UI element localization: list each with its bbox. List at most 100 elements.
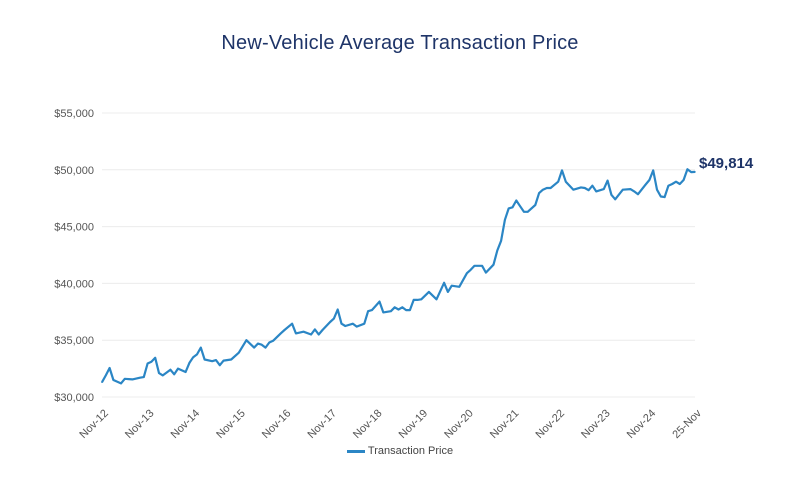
data-point <box>177 367 179 370</box>
data-point <box>678 183 681 185</box>
x-tick-label: Nov-13 <box>123 407 157 441</box>
data-point <box>633 190 635 193</box>
legend: Transaction Price <box>0 445 800 457</box>
data-point <box>268 341 271 344</box>
data-point <box>690 171 692 173</box>
data-point <box>671 183 673 185</box>
data-point <box>215 359 217 361</box>
data-point <box>519 205 521 207</box>
data-point <box>667 184 670 187</box>
data-point <box>124 378 126 380</box>
data-point <box>143 376 145 378</box>
data-point <box>652 169 654 172</box>
data-point <box>545 187 548 189</box>
data-point <box>283 329 286 331</box>
data-point <box>572 188 575 191</box>
data-point <box>405 309 407 311</box>
x-tick-label: Nov-19 <box>397 407 431 441</box>
x-tick-label: Nov-15 <box>214 407 248 441</box>
data-point <box>458 286 461 288</box>
data-point <box>656 188 658 191</box>
data-point <box>131 378 134 381</box>
data-point <box>219 364 221 366</box>
data-point <box>538 192 540 194</box>
data-point <box>203 358 206 361</box>
data-point <box>549 187 552 189</box>
y-tick-label: $45,000 <box>54 222 94 234</box>
data-point <box>587 189 590 192</box>
data-point <box>610 193 613 196</box>
data-point <box>614 198 616 201</box>
x-tick-label: Nov-24 <box>625 407 659 441</box>
data-point <box>162 374 164 377</box>
data-point <box>644 183 647 186</box>
data-point <box>139 376 141 379</box>
data-point <box>557 180 559 183</box>
data-point <box>675 180 677 183</box>
data-point <box>245 339 248 342</box>
data-point <box>648 179 651 181</box>
data-point <box>340 322 343 325</box>
y-tick-label: $55,000 <box>54 108 94 120</box>
data-point <box>401 306 404 309</box>
data-point <box>238 351 240 354</box>
data-point <box>412 299 415 301</box>
data-point <box>420 298 423 301</box>
data-point <box>329 321 331 323</box>
x-tick-label: 25-Nov <box>670 407 704 441</box>
data-point <box>542 188 544 191</box>
data-point <box>686 168 689 171</box>
data-point <box>352 322 354 325</box>
data-point <box>561 169 563 172</box>
data-point <box>196 353 198 356</box>
series-line-transaction-price <box>101 168 696 385</box>
data-point <box>473 264 476 267</box>
data-point <box>492 263 495 266</box>
data-point <box>184 371 187 373</box>
data-point <box>606 179 609 182</box>
data-point <box>564 180 567 183</box>
x-tick-label: Nov-20 <box>442 407 476 441</box>
data-point <box>663 196 666 198</box>
data-point <box>390 310 392 313</box>
data-point <box>500 240 502 242</box>
x-tick-label: Nov-18 <box>351 407 385 441</box>
data-point <box>257 342 259 345</box>
data-point <box>382 311 385 314</box>
data-point <box>260 343 263 346</box>
data-point <box>602 188 605 190</box>
data-point <box>504 218 506 221</box>
data-point <box>264 346 267 349</box>
data-point <box>120 382 122 385</box>
data-point <box>580 186 582 189</box>
data-point <box>173 373 176 376</box>
legend-swatch <box>346 449 365 453</box>
data-point <box>108 367 111 369</box>
data-point <box>150 360 153 363</box>
data-point <box>583 187 586 189</box>
data-point <box>158 372 160 374</box>
data-point <box>659 195 662 198</box>
data-point <box>211 360 214 363</box>
data-point <box>515 199 518 202</box>
data-point <box>485 271 487 274</box>
data-point <box>481 264 483 267</box>
data-point <box>302 330 305 333</box>
data-point <box>378 300 381 303</box>
data-point <box>496 249 499 252</box>
data-point <box>336 308 339 311</box>
data-point <box>317 333 320 336</box>
data-point <box>192 356 195 359</box>
data-point <box>371 309 373 311</box>
data-point <box>526 211 529 213</box>
data-point <box>507 207 510 210</box>
data-point <box>279 332 282 335</box>
data-point <box>101 381 103 384</box>
x-tick-label: Nov-23 <box>579 407 613 441</box>
data-point <box>154 357 157 359</box>
data-point <box>637 193 639 196</box>
data-point <box>169 368 172 371</box>
data-point <box>694 171 696 173</box>
